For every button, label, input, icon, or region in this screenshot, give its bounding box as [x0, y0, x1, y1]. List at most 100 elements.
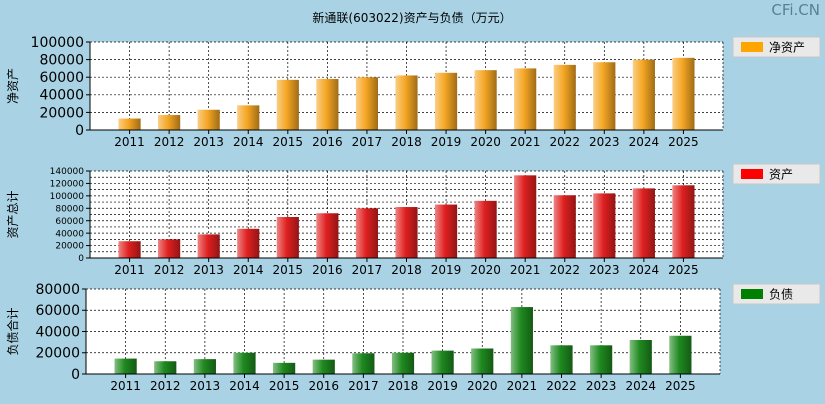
- watermark: CFi.CN: [771, 1, 820, 19]
- y-tick-label: 20000: [55, 242, 84, 252]
- x-tick-label: 2021: [507, 379, 538, 393]
- bar-2011: [118, 241, 141, 258]
- x-tick-label: 2015: [269, 379, 300, 393]
- bar-2012: [158, 239, 181, 258]
- y-tick-label: 60000: [39, 70, 84, 86]
- y-tick-label: 80000: [35, 282, 80, 298]
- y-tick-label: 120000: [50, 180, 85, 190]
- bar-2018: [395, 75, 418, 130]
- x-tick-label: 2023: [589, 263, 620, 277]
- bar-2012: [158, 115, 181, 130]
- y-tick-label: 0: [71, 367, 80, 383]
- x-tick-label: 2021: [510, 263, 541, 277]
- bar-2021: [510, 307, 533, 374]
- x-tick-label: 2013: [193, 135, 224, 149]
- bar-2024: [632, 188, 655, 258]
- legend-label: 净资产: [769, 41, 805, 55]
- legend-swatch: [741, 42, 763, 52]
- bar-2014: [233, 352, 256, 374]
- x-tick-label: 2022: [546, 379, 577, 393]
- bar-2016: [312, 359, 335, 374]
- x-tick-label: 2017: [348, 379, 379, 393]
- x-tick-label: 2011: [110, 379, 141, 393]
- y-tick-label: 0: [75, 123, 84, 139]
- bar-2013: [197, 109, 220, 130]
- bar-2011: [114, 358, 137, 374]
- bar-2023: [590, 345, 613, 374]
- y-tick-label: 20000: [39, 105, 84, 121]
- y-axis-label: 净资产: [6, 68, 20, 104]
- chart-panel-2: 0 20000 40000 60000 80000 100000 120000 140000 2…: [6, 163, 821, 277]
- y-tick-label: 60000: [55, 217, 84, 227]
- x-tick-label: 2015: [273, 263, 304, 277]
- x-tick-label: 2018: [391, 263, 422, 277]
- y-tick-label: 140000: [50, 167, 85, 177]
- bar-2017: [352, 353, 375, 374]
- chart-panel-3: 0 20000 40000 60000 80000 2011 2012 2013 2014 201…: [5, 282, 821, 393]
- x-tick-label: 2019: [431, 135, 462, 149]
- x-tick-label: 2025: [668, 263, 699, 277]
- bar-2025: [672, 57, 695, 131]
- x-tick-label: 2019: [427, 379, 458, 393]
- bar-2014: [237, 228, 260, 258]
- x-tick-label: 2025: [668, 135, 699, 149]
- x-tick-label: 2016: [312, 263, 343, 277]
- x-tick-label: 2013: [190, 379, 221, 393]
- bar-2015: [276, 79, 299, 130]
- x-tick-label: 2014: [233, 263, 264, 277]
- x-tick-label: 2014: [233, 135, 264, 149]
- bar-2024: [629, 340, 652, 374]
- y-axis-label: 负债合计: [5, 307, 20, 355]
- bar-2016: [316, 78, 339, 130]
- bar-2021: [514, 175, 537, 258]
- x-tick-label: 2016: [312, 135, 343, 149]
- x-tick-label: 2023: [589, 135, 620, 149]
- x-tick-label: 2024: [629, 263, 660, 277]
- y-tick-label: 80000: [39, 53, 84, 69]
- bar-2021: [514, 68, 537, 130]
- x-tick-label: 2022: [549, 135, 580, 149]
- x-tick-label: 2018: [388, 379, 419, 393]
- legend-swatch: [741, 289, 763, 299]
- x-tick-label: 2011: [114, 135, 145, 149]
- x-tick-label: 2025: [665, 379, 696, 393]
- y-tick-label: 100000: [50, 192, 85, 202]
- x-tick-label: 2020: [467, 379, 498, 393]
- bar-2024: [632, 59, 655, 130]
- x-tick-label: 2016: [308, 379, 339, 393]
- bar-2017: [355, 77, 379, 130]
- y-tick-label: 0: [78, 254, 84, 264]
- bar-2025: [672, 185, 695, 258]
- legend-swatch: [741, 169, 763, 179]
- bar-2011: [118, 118, 141, 130]
- x-tick-label: 2019: [431, 263, 462, 277]
- bar-2025: [669, 335, 692, 374]
- x-tick-label: 2012: [154, 135, 185, 149]
- x-tick-label: 2012: [154, 263, 185, 277]
- bar-2022: [553, 64, 576, 130]
- bar-2019: [434, 204, 458, 258]
- x-tick-label: 2024: [625, 379, 656, 393]
- legend-label: 资产: [769, 168, 793, 182]
- bar-2019: [434, 72, 458, 130]
- x-tick-label: 2015: [273, 135, 304, 149]
- bar-2015: [273, 362, 296, 374]
- bar-2023: [593, 193, 616, 258]
- bar-2018: [395, 207, 418, 258]
- bar-2013: [193, 359, 216, 374]
- bar-2022: [553, 195, 576, 258]
- x-tick-label: 2013: [193, 263, 224, 277]
- bar-2019: [431, 350, 454, 374]
- y-tick-label: 40000: [55, 229, 84, 239]
- chart-title: 新通联(603022)资产与负债（万元）: [312, 10, 511, 25]
- y-tick-label: 80000: [55, 204, 84, 214]
- legend-label: 负债: [769, 288, 793, 302]
- y-tick-label: 60000: [35, 303, 80, 319]
- x-tick-label: 2011: [114, 263, 145, 277]
- x-tick-label: 2023: [586, 379, 617, 393]
- y-tick-label: 40000: [35, 324, 80, 340]
- y-tick-label: 20000: [35, 346, 80, 362]
